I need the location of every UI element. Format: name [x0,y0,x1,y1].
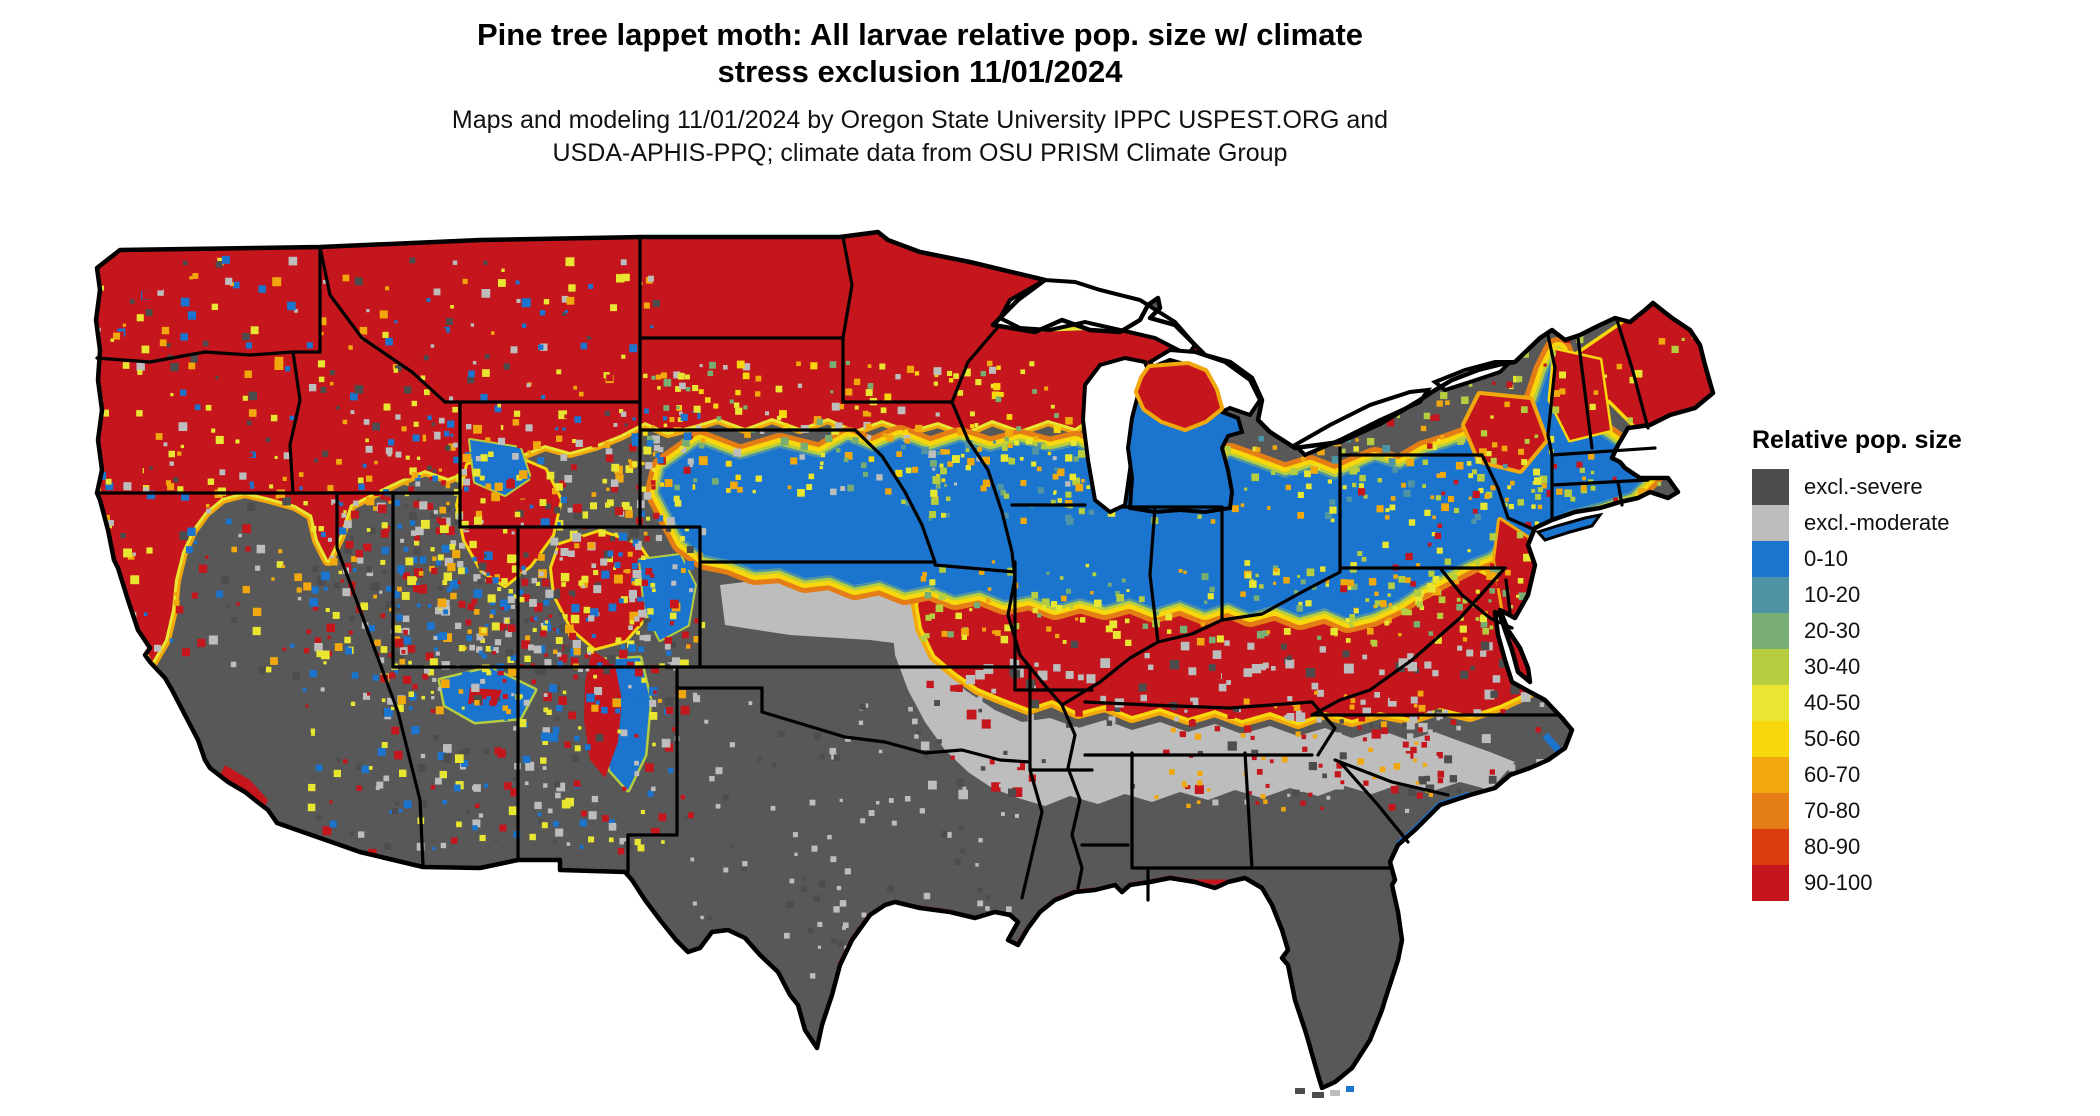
subtitle-line-2: USDA-APHIS-PPQ; climate data from OSU PR… [552,139,1288,167]
legend-swatch [1752,613,1789,649]
michigan-north-red [1138,365,1220,428]
legend-entry: 10-20 [1752,577,2082,613]
region-excl-moderate-south-band [892,600,1515,806]
legend-swatch [1752,757,1789,793]
legend-swatch [1752,865,1789,901]
legend-entries: excl.-severe excl.-moderate 0-10 10-20 20-30… [1752,469,2082,901]
region-red-new-mexico [584,650,622,778]
map-legend: Relative pop. size excl.-severe excl.-mod… [1752,426,2082,901]
legend-entry: excl.-moderate [1752,505,2082,541]
legend-entry: 40-50 [1752,685,2082,721]
florida-keys [1295,1086,1354,1098]
legend-label: 40-50 [1804,690,1861,715]
legend-label: excl.-severe [1804,474,1923,499]
legend-swatch [1752,577,1789,613]
region-red-maine [1560,303,1713,430]
state-borders [95,235,1657,902]
legend-entry: 20-30 [1752,613,2082,649]
legend-swatch [1752,685,1789,721]
legend-entry: 30-40 [1752,649,2082,685]
legend-label: 50-60 [1804,726,1861,751]
page-title: Pine tree lappet moth: All larvae relati… [0,16,1840,90]
legend-entry: 90-100 [1752,865,2082,901]
legend-entry: 0-10 [1752,541,2082,577]
page-subtitle: Maps and modeling 11/01/2024 by Oregon S… [0,104,1840,170]
legend-entry: 50-60 [1752,721,2082,757]
legend-title: Relative pop. size [1752,426,1962,454]
subtitle-line-1: Maps and modeling 11/01/2024 by Oregon S… [451,106,1389,134]
legend-label: 70-80 [1804,798,1861,823]
lower-michigan [1125,357,1245,515]
legend-swatch [1752,649,1789,685]
long-island [1535,512,1604,542]
legend-label: 80-90 [1804,834,1861,859]
legend-swatch [1752,469,1789,505]
legend-label: 60-70 [1804,762,1861,787]
title-line-1: Pine tree lappet moth: All larvae relati… [476,17,1364,52]
legend-label: 90-100 [1804,870,1873,895]
legend-entry: 60-70 [1752,757,2082,793]
title-line-2: stress exclusion 11/01/2024 [717,54,1123,89]
legend-entry: 80-90 [1752,829,2082,865]
legend-label: 10-20 [1804,582,1861,607]
legend-swatch [1752,721,1789,757]
legend-swatch [1752,541,1789,577]
legend-swatch [1752,793,1789,829]
legend-label: 30-40 [1804,654,1861,679]
legend-entry: 70-80 [1752,793,2082,829]
legend-entry: excl.-severe [1752,469,2082,505]
legend-label: 0-10 [1804,546,1849,571]
legend-label: excl.-moderate [1804,510,1950,535]
legend-swatch [1752,505,1789,541]
legend-label: 20-30 [1804,618,1861,643]
region-red-northwest [96,232,1205,662]
legend-swatch [1752,829,1789,865]
